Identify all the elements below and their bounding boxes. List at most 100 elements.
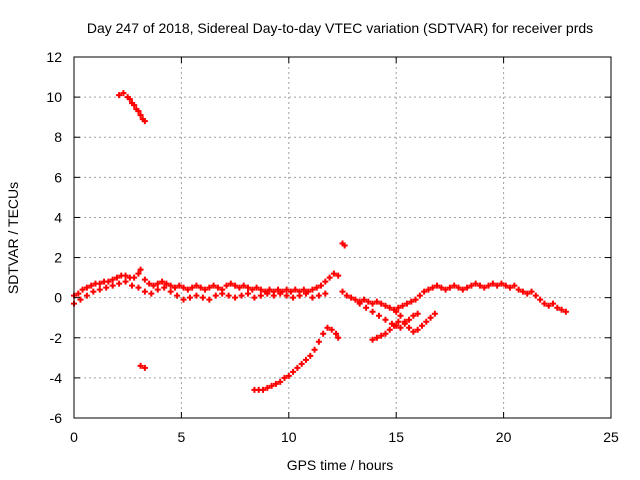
data-point [126, 96, 133, 103]
data-point [167, 282, 174, 289]
data-point [163, 280, 170, 287]
y-tick-label: 12 [46, 49, 62, 65]
data-point [120, 90, 127, 97]
data-point [348, 294, 355, 301]
data-point [186, 294, 193, 301]
data-point [193, 292, 200, 299]
data-point [257, 286, 264, 293]
data-point [260, 386, 267, 393]
data-point [189, 284, 196, 291]
data-point [122, 278, 129, 285]
data-point [135, 108, 142, 115]
data-point [249, 286, 256, 293]
series-isolated [137, 240, 348, 371]
series-branch-near-15-5h [393, 308, 438, 335]
data-point [341, 242, 348, 249]
data-point [236, 284, 243, 291]
data-point [399, 302, 406, 309]
data-point [137, 266, 144, 273]
data-point [485, 282, 492, 289]
data-point [199, 294, 206, 301]
axis-ticks: 0 5 10 15 20 25 -6 -4 -2 0 2 4 6 8 10 12 [46, 49, 619, 445]
data-point [219, 290, 226, 297]
data-point [464, 284, 471, 291]
data-point [148, 290, 155, 297]
data-point [414, 310, 421, 317]
data-point [519, 288, 526, 295]
data-point [397, 324, 404, 331]
data-point [335, 334, 342, 341]
data-point [489, 280, 496, 287]
x-tick-label: 15 [388, 429, 404, 445]
data-point [403, 300, 410, 307]
data-point [264, 384, 271, 391]
data-point [395, 304, 402, 311]
data-point [481, 284, 488, 291]
data-point [277, 290, 284, 297]
data-point [333, 330, 340, 337]
y-tick-label: 4 [54, 209, 62, 225]
data-point [197, 284, 204, 291]
data-point [167, 288, 174, 295]
data-point [131, 102, 138, 109]
y-tick-label: 0 [54, 290, 62, 306]
data-point [135, 270, 142, 277]
y-tick-label: -6 [50, 410, 63, 426]
data-point [502, 282, 509, 289]
data-point [212, 292, 219, 299]
x-tick-label: 20 [496, 429, 512, 445]
y-tick-label: 8 [54, 129, 62, 145]
data-point [307, 352, 314, 359]
data-point [264, 290, 271, 297]
data-point [75, 290, 82, 297]
data-point [253, 284, 260, 291]
data-point [373, 298, 380, 305]
data-point [315, 292, 322, 299]
data-point [528, 288, 535, 295]
data-point [524, 290, 531, 297]
data-point [83, 284, 90, 291]
y-tick-label: 2 [54, 250, 62, 266]
y-axis-label: SDTVAR / TECUs [5, 182, 21, 294]
data-point [562, 308, 569, 315]
data-point [434, 282, 441, 289]
data-point [116, 280, 123, 287]
x-axis-label: GPS time / hours [287, 457, 394, 473]
series-descending-branch [356, 300, 421, 331]
data-point [141, 288, 148, 295]
data-point [180, 296, 187, 303]
data-point [302, 290, 309, 297]
data-point [137, 112, 144, 119]
data-point [427, 314, 434, 321]
data-point [285, 372, 292, 379]
data-point [105, 278, 112, 285]
data-point [397, 312, 404, 319]
data-point [206, 296, 213, 303]
data-point [322, 290, 329, 297]
data-point [202, 286, 209, 293]
data-point [90, 288, 97, 295]
data-point [401, 318, 408, 325]
data-point [137, 362, 144, 369]
data-point [373, 334, 380, 341]
data-point [406, 316, 413, 323]
data-point [174, 292, 181, 299]
data-point [391, 322, 398, 329]
data-point [96, 280, 103, 287]
x-tick-label: 5 [178, 429, 186, 445]
data-point [257, 292, 264, 299]
y-tick-label: -2 [50, 330, 63, 346]
grid [74, 57, 611, 418]
data-point [382, 316, 389, 323]
data-point [515, 286, 522, 293]
data-point [369, 308, 376, 315]
data-point [161, 284, 168, 291]
data-point [476, 282, 483, 289]
y-tick-label: 10 [46, 89, 62, 105]
data-point [537, 296, 544, 303]
data-point [135, 284, 142, 291]
data-point [421, 288, 428, 295]
x-tick-label: 0 [70, 429, 78, 445]
